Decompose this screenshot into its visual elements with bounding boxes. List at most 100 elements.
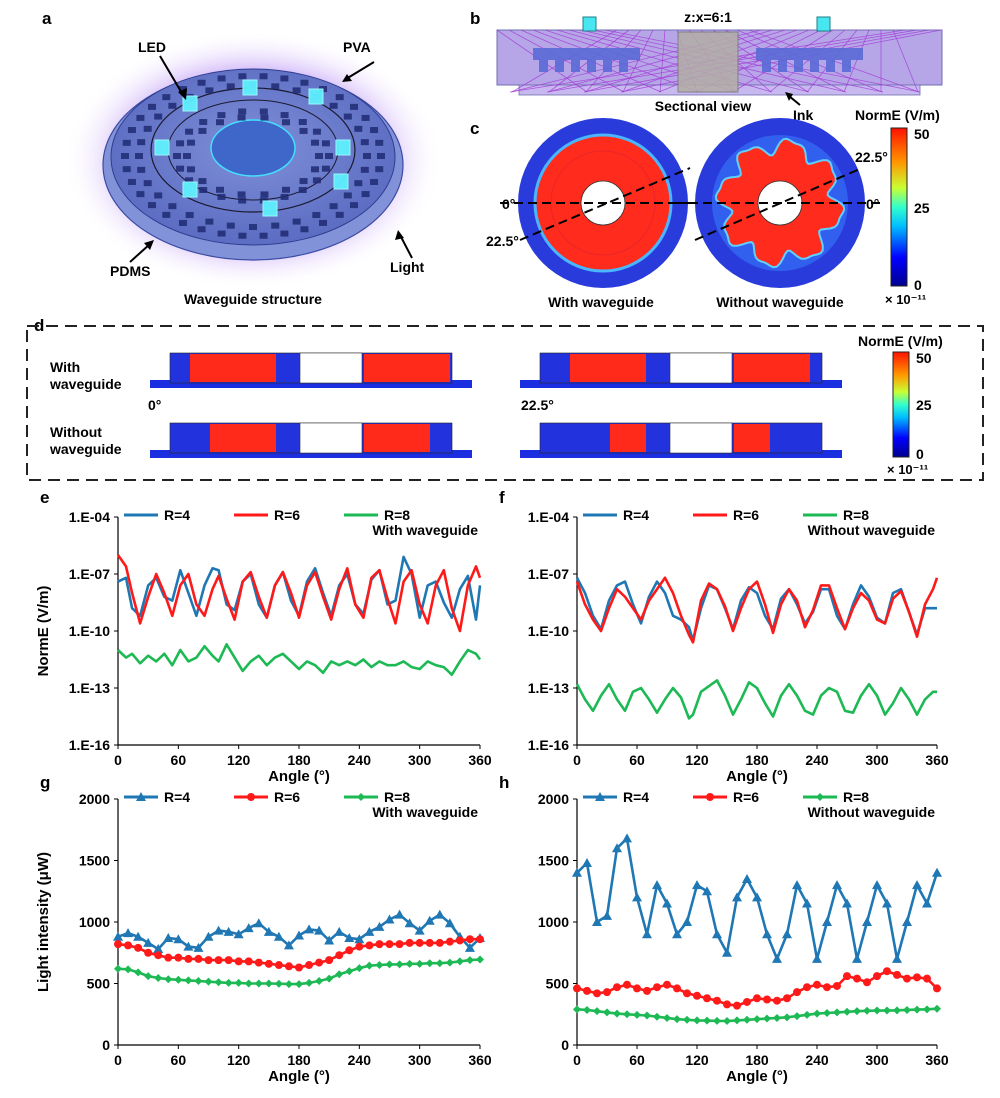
data-point: [264, 979, 273, 988]
data-point: [593, 1007, 601, 1016]
data-point: [822, 917, 832, 926]
data-point: [772, 953, 782, 963]
label-led-text: LED: [138, 39, 166, 55]
ink-block: [185, 212, 194, 219]
data-point: [193, 942, 204, 952]
data-point: [653, 1012, 661, 1021]
ray-line: [769, 29, 846, 93]
series-line-R8: [575, 679, 937, 720]
ink-block: [315, 153, 323, 159]
data-point: [782, 929, 792, 939]
data-point: [233, 929, 244, 939]
legend-label: R=4: [623, 507, 649, 523]
data-point: [113, 931, 123, 941]
ink-block: [127, 178, 136, 185]
data-point: [762, 929, 772, 939]
y-tick-label: 2000: [79, 791, 110, 807]
data-point: [723, 1017, 731, 1026]
data-point: [365, 961, 374, 970]
data-point: [903, 1005, 911, 1014]
ink-block: [137, 139, 146, 146]
section-base: [520, 450, 842, 458]
data-point: [672, 929, 682, 939]
data-point: [476, 955, 484, 964]
comb-tooth: [571, 60, 580, 72]
data-point: [284, 962, 293, 971]
field-map-without-waveguide: [675, 118, 885, 288]
y-tick-label: 1.E-13: [69, 680, 110, 696]
ink-block: [361, 191, 370, 198]
comb-tooth: [794, 60, 803, 72]
data-point: [455, 957, 464, 966]
x-tick-label: 300: [865, 752, 889, 768]
legend-item: R=4: [583, 789, 649, 805]
x-tick-label: 0: [573, 1052, 581, 1068]
data-point: [136, 792, 146, 801]
data-point: [783, 1013, 791, 1022]
arrow-pva: [345, 61, 375, 80]
data-point: [315, 977, 324, 986]
label-pdms-text: PDMS: [110, 263, 150, 279]
ink-block: [147, 103, 156, 110]
data-point: [405, 959, 414, 968]
data-point: [622, 833, 632, 843]
data-point: [394, 909, 405, 919]
data-point: [933, 1004, 941, 1013]
ink-block: [237, 191, 246, 198]
ink-block: [176, 165, 185, 172]
legend-item: R=8: [803, 789, 869, 805]
data-point: [295, 963, 303, 972]
data-point: [385, 940, 394, 949]
data-point: [783, 994, 791, 1003]
series-line-R6: [575, 576, 939, 644]
comb-tooth: [778, 60, 787, 72]
label-led: LED: [138, 39, 187, 100]
data-point: [415, 959, 424, 968]
data-point: [315, 958, 324, 967]
data-point: [623, 980, 631, 989]
data-point: [425, 938, 434, 947]
colorbar-c-gradient: [890, 127, 908, 287]
data-point: [732, 892, 742, 902]
data-point: [883, 1006, 891, 1015]
data-point: [863, 1006, 871, 1015]
y-tick-label: 1.E-13: [528, 680, 569, 696]
data-point: [902, 917, 912, 926]
ink-block: [259, 108, 268, 115]
legend-label: R=6: [274, 789, 300, 805]
ink-block: [168, 203, 177, 210]
panel-letter-e: e: [40, 488, 49, 507]
data-point: [124, 965, 133, 974]
data-point: [173, 934, 184, 944]
comb-tooth: [555, 60, 564, 72]
ratio-label: z:x=6:1: [684, 9, 732, 25]
colorbar-d-tick-25: 25: [916, 397, 932, 413]
y-tick-label: 1.E-10: [69, 623, 110, 639]
c-caption-without: Without waveguide: [716, 294, 844, 310]
legend-item: R=8: [803, 507, 869, 523]
ink-block: [282, 186, 290, 193]
data-point: [582, 857, 592, 867]
data-point: [592, 917, 602, 926]
led-cube: [262, 200, 278, 217]
data-point: [263, 926, 274, 936]
x-tick-label: 120: [227, 752, 251, 768]
data-point: [852, 953, 862, 963]
ink-block: [197, 79, 206, 86]
section-center: [669, 422, 733, 454]
legend-item: R=6: [234, 789, 300, 805]
data-point: [204, 956, 213, 965]
data-point: [603, 988, 611, 997]
data-point: [706, 793, 714, 801]
data-point: [793, 988, 801, 997]
ink-block: [311, 166, 320, 173]
c-angle-0-right: 0°: [866, 196, 879, 212]
panel-d: d With waveguide Without waveguide 0° 22…: [26, 316, 984, 481]
data-point: [324, 935, 335, 945]
data-point: [883, 967, 891, 976]
x-axis-label: Angle (°): [726, 768, 788, 785]
comb-tooth: [539, 60, 548, 72]
data-point: [913, 1005, 921, 1014]
data-point: [843, 1007, 851, 1016]
ink-block: [282, 119, 290, 126]
